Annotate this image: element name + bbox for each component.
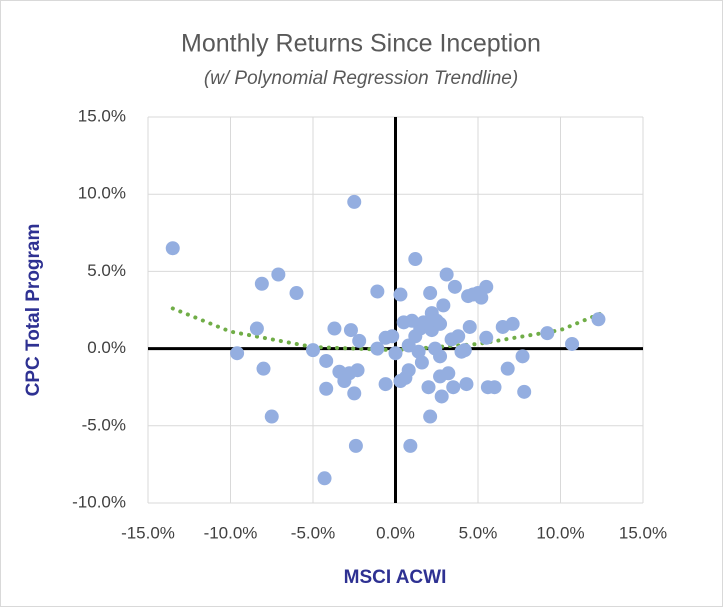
point (347, 194, 362, 209)
point (433, 349, 448, 364)
point (393, 287, 408, 302)
y-tick-label: 5.0% (87, 261, 126, 280)
point (254, 276, 269, 291)
chart-subtitle: (w/ Polynomial Regression Trendline) (204, 68, 518, 89)
point (165, 241, 180, 256)
point (401, 363, 416, 378)
point (403, 438, 418, 453)
point (540, 326, 555, 341)
point (408, 252, 423, 267)
point (591, 312, 606, 327)
point (411, 344, 426, 359)
point (517, 384, 532, 399)
point (378, 377, 393, 392)
point (434, 389, 449, 404)
point (474, 290, 489, 305)
point (264, 409, 279, 424)
y-tick-label: 15.0% (78, 106, 126, 125)
point (388, 346, 403, 361)
point (414, 355, 429, 370)
point (479, 279, 494, 294)
point (348, 438, 363, 453)
point (479, 330, 494, 345)
point (441, 366, 456, 381)
point (370, 341, 385, 356)
point (457, 343, 472, 358)
x-tick-label: -5.0% (291, 523, 335, 542)
point (500, 361, 515, 376)
point (249, 321, 264, 336)
y-tick-label: 0.0% (87, 338, 126, 357)
point (230, 346, 245, 361)
point (352, 333, 367, 348)
point (436, 298, 451, 313)
chart-title: Monthly Returns Since Inception (181, 30, 541, 58)
y-tick-label: 10.0% (78, 184, 126, 203)
point (451, 329, 466, 344)
point (462, 319, 477, 334)
point (271, 267, 286, 282)
y-tick-label: -5.0% (82, 415, 126, 434)
point (317, 471, 332, 486)
point (505, 316, 520, 331)
point (433, 316, 448, 331)
point (515, 349, 530, 364)
point (421, 380, 436, 395)
point (306, 343, 320, 358)
point (256, 361, 271, 376)
point (439, 267, 454, 282)
x-tick-label: 10.0% (536, 523, 584, 542)
point (459, 377, 474, 392)
x-tick-label: 5.0% (459, 523, 498, 542)
point (446, 380, 461, 395)
point (350, 363, 365, 378)
point (327, 321, 342, 336)
point (423, 409, 438, 424)
x-tick-label: -10.0% (204, 523, 258, 542)
x-axis-title: MSCI ACWI (344, 567, 447, 588)
point (319, 353, 334, 368)
point (423, 286, 438, 301)
x-tick-label: 15.0% (619, 523, 667, 542)
point (385, 329, 400, 344)
y-axis-title: CPC Total Program (23, 224, 44, 397)
point (289, 286, 304, 301)
point (487, 380, 502, 395)
point (447, 279, 462, 294)
point (370, 284, 385, 299)
x-tick-label: -15.0% (121, 523, 175, 542)
point (347, 386, 362, 401)
point (343, 323, 358, 338)
y-tick-label: -10.0% (72, 492, 126, 511)
point (565, 336, 580, 351)
point (319, 381, 334, 396)
x-tick-label: 0.0% (376, 523, 415, 542)
